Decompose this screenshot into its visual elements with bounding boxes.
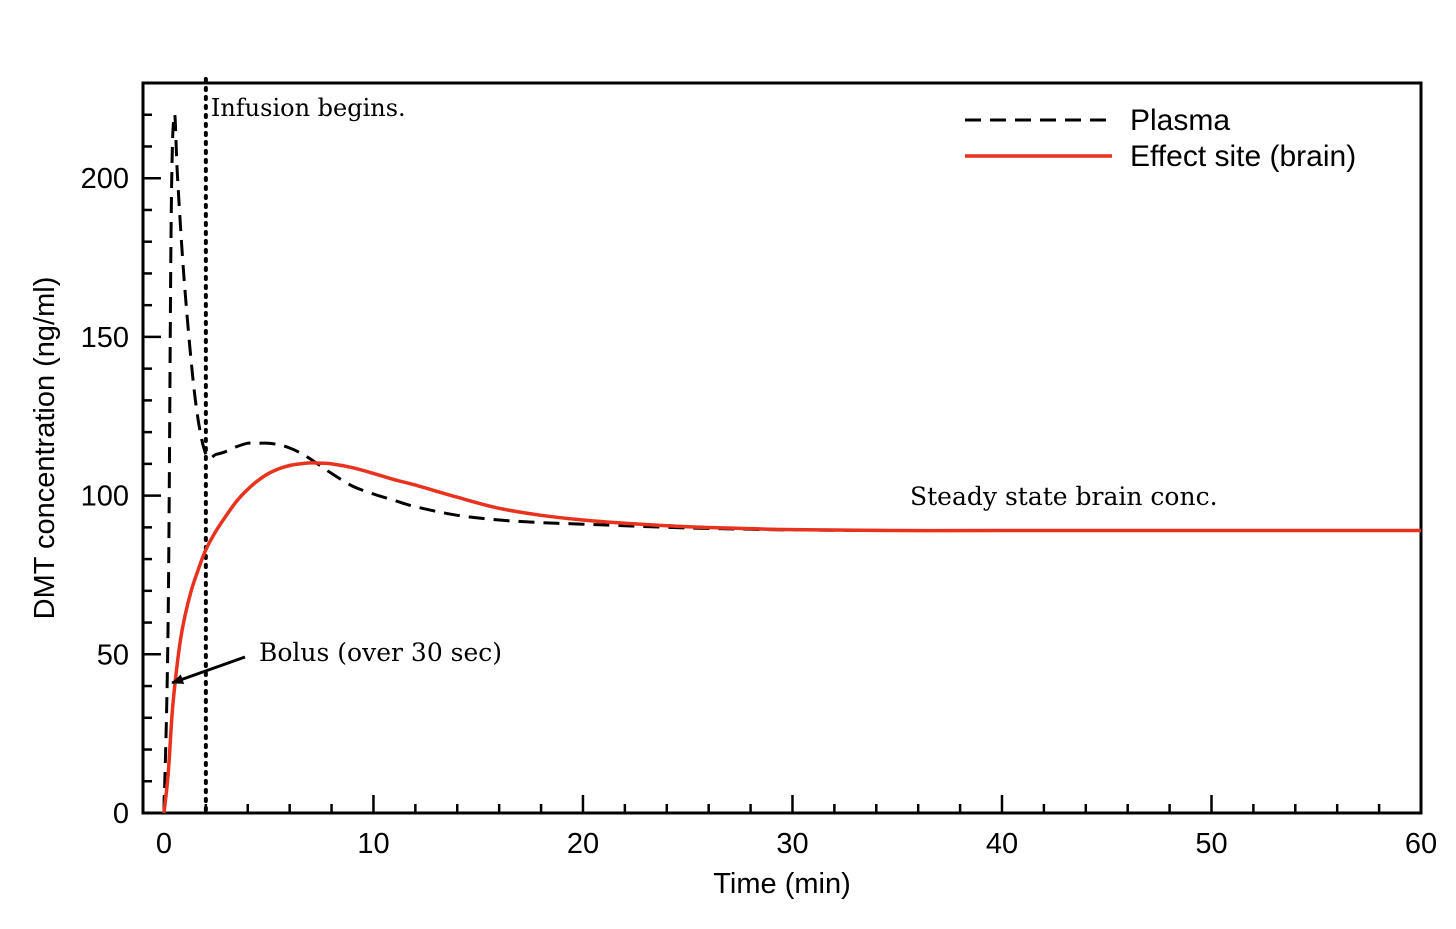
x-axis-ticks: 0 10 20 30 40 50 60	[156, 795, 1437, 860]
x-tick-label: 40	[986, 828, 1018, 860]
legend-brain-label: Effect site (brain)	[1130, 140, 1356, 173]
x-tick-label: 60	[1405, 828, 1437, 860]
x-tick-label: 50	[1195, 828, 1227, 860]
y-axis-label: DMT concentration (ng/ml)	[29, 277, 61, 620]
bolus-annotation: Bolus (over 30 sec)	[259, 638, 502, 667]
y-tick-label: 0	[113, 798, 129, 830]
infusion-begins-label: Infusion begins.	[211, 94, 406, 122]
plot-frame	[141, 81, 1423, 815]
x-tick-label: 20	[567, 828, 599, 860]
legend: Plasma Effect site (brain)	[965, 104, 1356, 173]
plasma-series-line	[162, 113, 1421, 814]
effect-site-series-line	[162, 461, 1421, 814]
x-tick-label: 0	[156, 828, 172, 860]
y-tick-label: 200	[81, 163, 129, 195]
x-tick-label: 10	[357, 828, 389, 860]
bolus-arrow	[171, 655, 246, 685]
steady-state-annotation: Steady state brain conc.	[910, 482, 1218, 511]
y-axis-ticks: 0 50 100 150 200	[81, 113, 161, 830]
x-axis-label: Time (min)	[713, 868, 850, 900]
x-tick-label: 30	[776, 828, 808, 860]
y-tick-label: 150	[81, 322, 129, 354]
legend-plasma-label: Plasma	[1130, 104, 1230, 137]
y-tick-label: 100	[81, 481, 129, 513]
y-tick-label: 50	[97, 639, 129, 671]
